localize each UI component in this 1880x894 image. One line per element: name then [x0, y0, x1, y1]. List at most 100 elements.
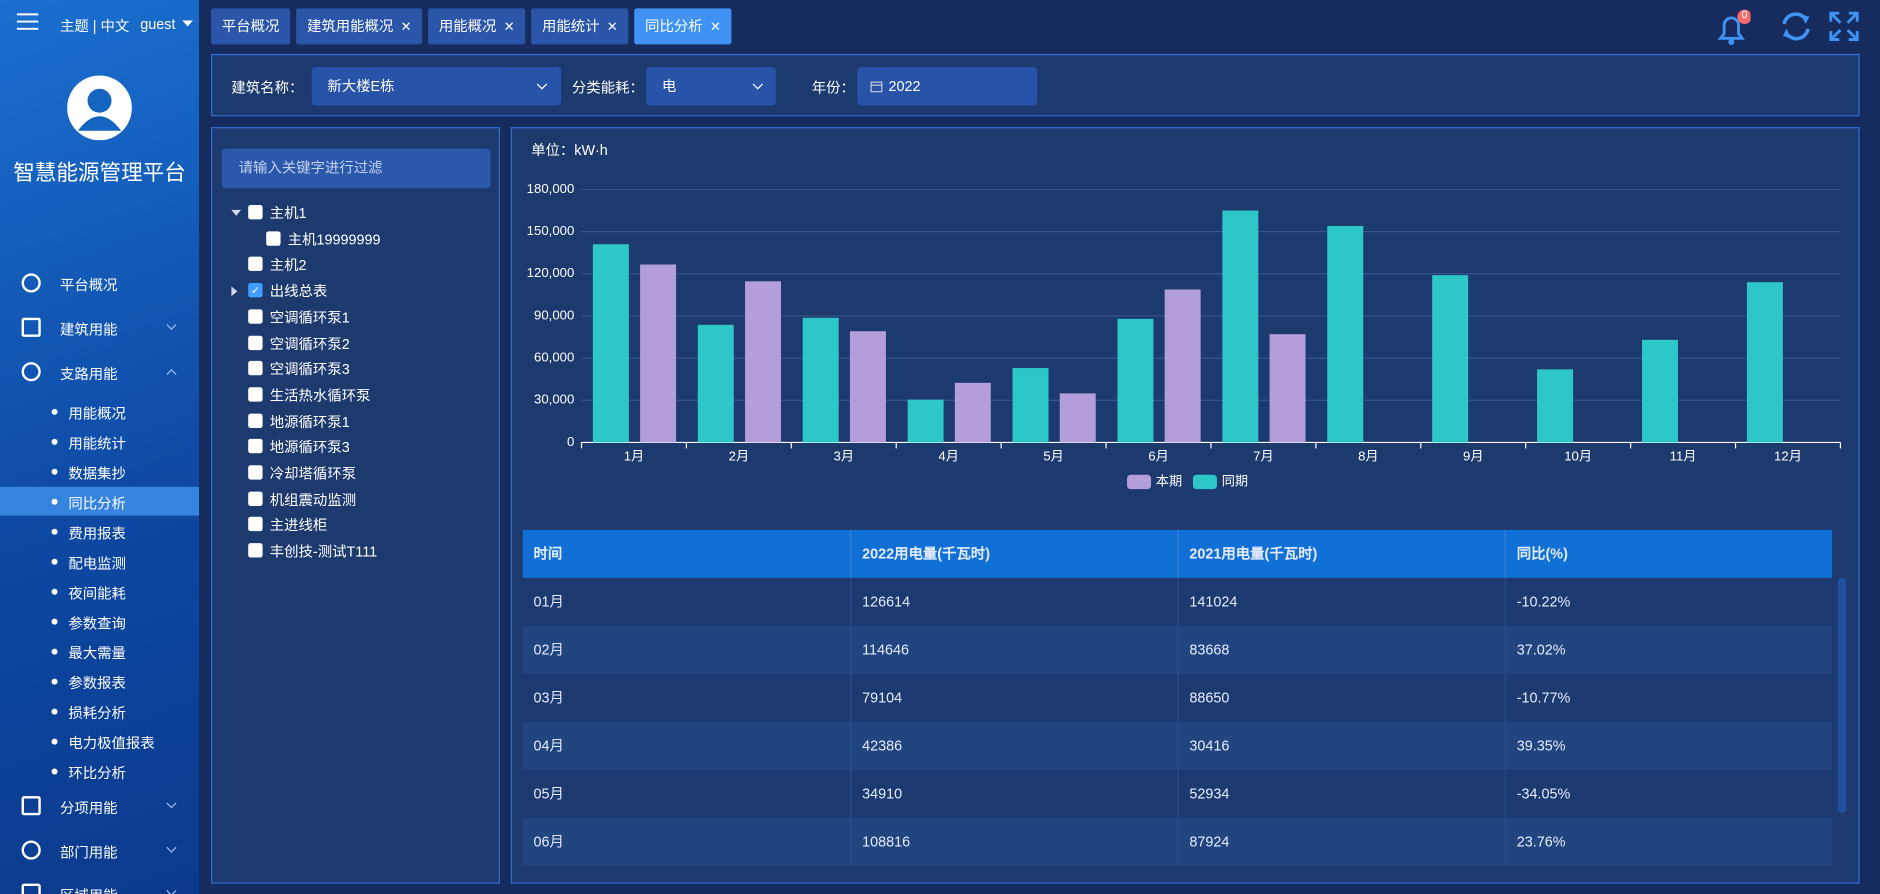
menu-item[interactable]: 建筑用能 — [59, 321, 118, 339]
tab-close[interactable]: ✕ — [709, 20, 721, 35]
tab[interactable]: 平台概况 — [211, 8, 291, 45]
legend-swatch[interactable] — [1192, 474, 1217, 490]
tree-label[interactable]: 生活热水循环泵 — [269, 387, 371, 404]
table-cell: 30416 — [1177, 721, 1504, 770]
x-tick-label: 5月 — [1043, 448, 1064, 463]
table-header-cell: 同比(%) — [1504, 529, 1832, 578]
tab[interactable]: 建筑用能概况 ✕ — [296, 8, 423, 45]
submenu-item[interactable]: 费用报表 — [68, 525, 126, 542]
submenu-item[interactable]: 损耗分析 — [68, 705, 126, 722]
tree-label[interactable]: 空调循环泵3 — [269, 361, 350, 378]
table-cell: -34.05% — [1504, 769, 1832, 818]
tree-label[interactable]: 主机19999999 — [287, 231, 381, 248]
table-cell: 88650 — [1177, 673, 1504, 722]
submenu-item[interactable]: 用能概况 — [68, 405, 126, 423]
tree-label[interactable]: 主进线柜 — [269, 517, 328, 535]
bullet — [51, 708, 58, 715]
filter-panel: 建筑名称： 新大楼E栋 分类能耗： 电 年份： 2022 — [211, 53, 1860, 117]
menu-item[interactable]: 支路用能 — [59, 365, 118, 383]
tree-checkbox[interactable] — [248, 361, 263, 376]
menu-icon — [21, 840, 41, 860]
y-tick-label: 0 — [567, 434, 574, 449]
tree-filter-input[interactable]: 请输入关键字进行过滤 — [221, 148, 491, 189]
tree-label[interactable]: 主机1 — [269, 205, 307, 222]
submenu-item[interactable]: 参数报表 — [68, 675, 126, 692]
tree-label[interactable]: 机组震动监测 — [269, 491, 357, 508]
bar — [592, 244, 629, 443]
menu-toggle[interactable] — [16, 12, 39, 31]
tree-label[interactable]: 丰创技-测试T111 — [269, 543, 378, 561]
bullet — [51, 558, 58, 565]
tab[interactable]: 用能统计 ✕ — [531, 8, 629, 45]
x-tick-label: 6月 — [1148, 448, 1169, 463]
tree-checkbox[interactable] — [248, 257, 263, 272]
submenu-item[interactable]: 电力极值报表 — [68, 734, 155, 752]
submenu-item[interactable]: 数据集抄 — [68, 465, 126, 482]
year-picker[interactable]: 2022 — [857, 67, 1038, 106]
x-tick-label: 12月 — [1774, 448, 1802, 463]
tree-label[interactable]: 冷却塔循环泵 — [269, 465, 357, 482]
tree-toggle[interactable] — [231, 209, 241, 221]
submenu-item[interactable]: 用能统计 — [68, 435, 126, 453]
bar — [1059, 393, 1096, 443]
fullscreen[interactable] — [1828, 11, 1859, 42]
tab[interactable]: 同比分析 ✕ — [634, 8, 732, 45]
menu-item[interactable]: 区域用能 — [60, 885, 118, 894]
tree-toggle[interactable] — [231, 286, 242, 297]
tree-checkbox[interactable] — [248, 491, 263, 506]
tree-checkbox[interactable] — [248, 387, 263, 402]
menu-item[interactable]: 平台概况 — [59, 276, 118, 294]
avatar — [67, 75, 132, 141]
tree-label[interactable]: 地源循环泵1 — [269, 413, 350, 430]
tree-label[interactable]: 空调循环泵2 — [269, 335, 350, 352]
bar — [1746, 282, 1783, 443]
building-select[interactable]: 新大楼E栋 — [311, 67, 562, 106]
legend-label[interactable]: 本期 — [1156, 473, 1182, 488]
category-select[interactable]: 电 — [646, 67, 776, 106]
bar — [1537, 369, 1574, 443]
submenu-item[interactable]: 配电监测 — [68, 555, 126, 572]
tree-checkbox[interactable] — [266, 231, 281, 246]
submenu-item[interactable]: 最大需量 — [68, 645, 126, 662]
scrollbar[interactable] — [1838, 577, 1847, 813]
tree-checkbox[interactable] — [248, 517, 263, 532]
tree-checkbox[interactable] — [248, 465, 263, 480]
tree-checkbox[interactable] — [248, 413, 263, 428]
legend-label[interactable]: 同期 — [1222, 473, 1248, 488]
menu-item[interactable]: 部门用能 — [59, 844, 118, 861]
submenu-item[interactable]: 夜间能耗 — [68, 585, 126, 602]
active-highlight — [0, 486, 200, 516]
tree-checkbox[interactable] — [248, 309, 263, 324]
submenu-item[interactable]: 环比分析 — [68, 764, 126, 782]
tree-label[interactable]: 出线总表 — [269, 283, 328, 300]
tree-checkbox[interactable] — [248, 205, 263, 220]
theme-lang[interactable]: 主题 | 中文 — [59, 17, 130, 35]
tree-checkbox[interactable] — [248, 543, 263, 558]
tab-close[interactable]: ✕ — [400, 20, 412, 35]
notification-bell[interactable] — [1715, 9, 1751, 48]
tree-label[interactable]: 地源循环泵3 — [269, 439, 350, 456]
tab-close[interactable]: ✕ — [606, 20, 618, 35]
submenu-item[interactable]: 参数查询 — [68, 615, 126, 632]
refresh[interactable] — [1779, 10, 1813, 44]
y-tick-label: 150,000 — [527, 223, 575, 238]
y-tick-label: 30,000 — [534, 392, 574, 407]
tab[interactable]: 用能概况 ✕ — [428, 8, 526, 45]
tree-label[interactable]: 主机2 — [269, 257, 307, 274]
bullet — [51, 498, 58, 505]
user[interactable]: guest — [140, 15, 176, 33]
legend-swatch[interactable] — [1127, 474, 1152, 490]
x-tick-label: 9月 — [1463, 448, 1483, 463]
tab-close[interactable]: ✕ — [503, 20, 515, 35]
bar — [1117, 318, 1154, 443]
tree-checkbox[interactable] — [248, 335, 263, 350]
table-cell: 37.02% — [1504, 625, 1832, 674]
tree-checkbox[interactable]: ✓ — [248, 283, 263, 298]
filter-value: 电 — [661, 77, 677, 95]
tree-label[interactable]: 空调循环泵1 — [269, 309, 350, 326]
submenu-item[interactable]: 同比分析 — [68, 495, 126, 512]
menu-item[interactable]: 分项用能 — [59, 799, 118, 817]
tree-checkbox[interactable] — [248, 439, 263, 454]
table-cell: 52934 — [1177, 769, 1504, 818]
menu-icon — [21, 796, 41, 816]
